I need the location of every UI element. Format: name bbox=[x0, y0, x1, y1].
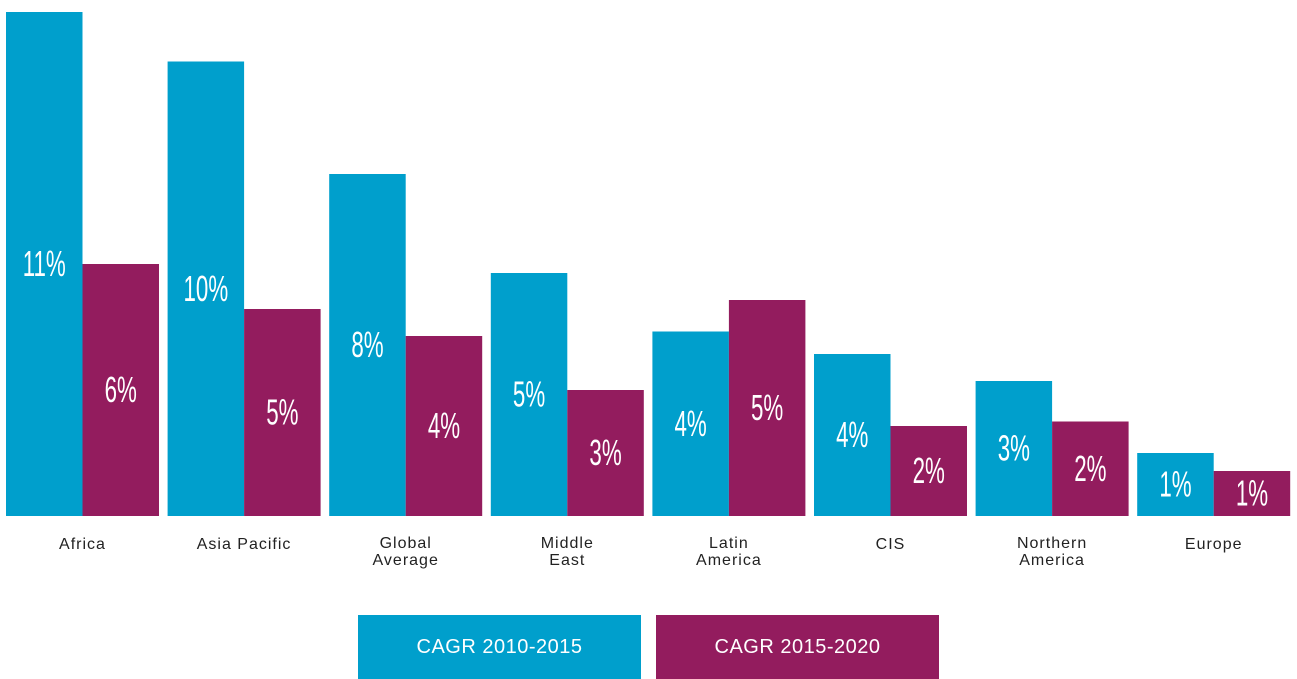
x-tick-label: Europe bbox=[1184, 536, 1243, 553]
bar bbox=[728, 300, 806, 516]
bar bbox=[1137, 453, 1214, 516]
bar bbox=[329, 174, 406, 516]
legend-entry: CAGR 2010-2015 bbox=[358, 615, 641, 679]
value-label: 1% bbox=[1236, 474, 1268, 514]
value-label: 6% bbox=[105, 371, 137, 411]
x-tick-label: Africa bbox=[59, 536, 106, 553]
bar bbox=[244, 309, 321, 516]
bar bbox=[890, 426, 967, 516]
bar bbox=[490, 273, 568, 516]
value-label: 1% bbox=[1159, 465, 1191, 505]
value-label: 5% bbox=[751, 389, 783, 429]
bar bbox=[652, 331, 729, 516]
value-label: 11% bbox=[23, 245, 66, 285]
bar bbox=[1213, 471, 1291, 516]
x-tick-label: Latin America bbox=[696, 535, 762, 569]
bar bbox=[6, 12, 83, 516]
bar bbox=[567, 390, 644, 516]
value-label: 2% bbox=[1074, 449, 1106, 489]
value-label: 4% bbox=[675, 404, 707, 444]
bar bbox=[82, 264, 159, 516]
value-label: 5% bbox=[513, 375, 545, 415]
value-label: 4% bbox=[428, 407, 460, 447]
bar bbox=[814, 354, 891, 516]
x-tick-label: Northern America bbox=[1016, 535, 1088, 569]
bar bbox=[167, 61, 245, 516]
value-label: 5% bbox=[266, 393, 298, 433]
x-tick-label: Middle East bbox=[540, 535, 594, 569]
value-label: 4% bbox=[836, 416, 868, 456]
bar bbox=[975, 381, 1053, 516]
value-label: 10% bbox=[184, 269, 229, 309]
value-label: 2% bbox=[913, 452, 945, 492]
value-label: 8% bbox=[351, 326, 383, 366]
bar bbox=[405, 336, 483, 516]
value-label: 3% bbox=[589, 434, 621, 474]
x-tick-label: Global Average bbox=[372, 535, 439, 569]
legend-entry: CAGR 2015-2020 bbox=[656, 615, 939, 679]
x-tick-label: Asia Pacific bbox=[196, 536, 292, 553]
value-label: 3% bbox=[998, 429, 1030, 469]
x-tick-label: CIS bbox=[875, 536, 906, 553]
bar bbox=[1052, 421, 1129, 516]
